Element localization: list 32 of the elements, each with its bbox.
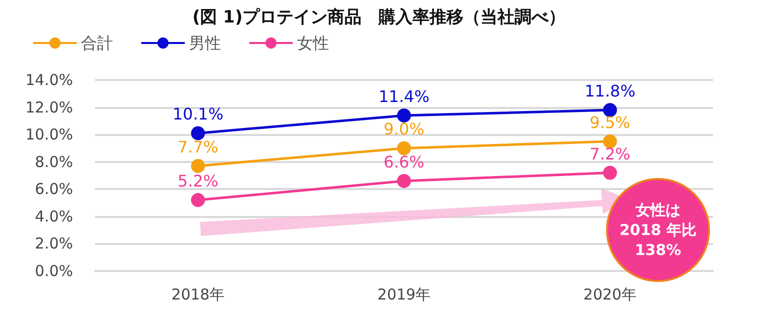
data-label: 5.2%: [178, 172, 218, 191]
y-tick-label: 6.0%: [34, 180, 73, 198]
data-label: 11.4%: [378, 86, 430, 106]
point: [603, 134, 617, 148]
y-tick-label: 2.0%: [34, 234, 73, 253]
point: [397, 141, 411, 156]
y-tick-label: 12.0%: [25, 98, 73, 116]
data-label: 6.6%: [384, 152, 424, 172]
data-label: 9.0%: [384, 120, 424, 139]
legend-label: 女性: [297, 34, 329, 52]
x-tick-label: 2019年: [377, 286, 431, 304]
data-label: 9.5%: [590, 112, 630, 132]
data-label: 7.7%: [178, 137, 218, 156]
point: [191, 126, 205, 140]
data-label: 7.2%: [590, 144, 630, 164]
point: [603, 166, 617, 180]
y-tick-label: 14.0%: [25, 71, 73, 89]
point: [397, 174, 411, 188]
x-tick-label: 2020年: [583, 286, 637, 304]
y-tick-label: 4.0%: [34, 207, 73, 226]
y-tick-label: 0.0%: [34, 262, 73, 280]
point: [397, 108, 411, 122]
legend-label: 男性: [189, 34, 221, 52]
y-tick-label: 10.0%: [25, 126, 73, 144]
point: [191, 193, 205, 208]
chart-title: (図 1)プロテイン商品 購入率推移（当社調べ）: [192, 8, 566, 28]
data-label: 10.1%: [172, 104, 224, 124]
point: [191, 158, 205, 173]
x-tick-label: 2018年: [171, 286, 225, 304]
data-label: 11.8%: [584, 82, 636, 101]
legend-label: 合計: [81, 34, 113, 52]
y-tick-label: 8.0%: [34, 152, 73, 171]
